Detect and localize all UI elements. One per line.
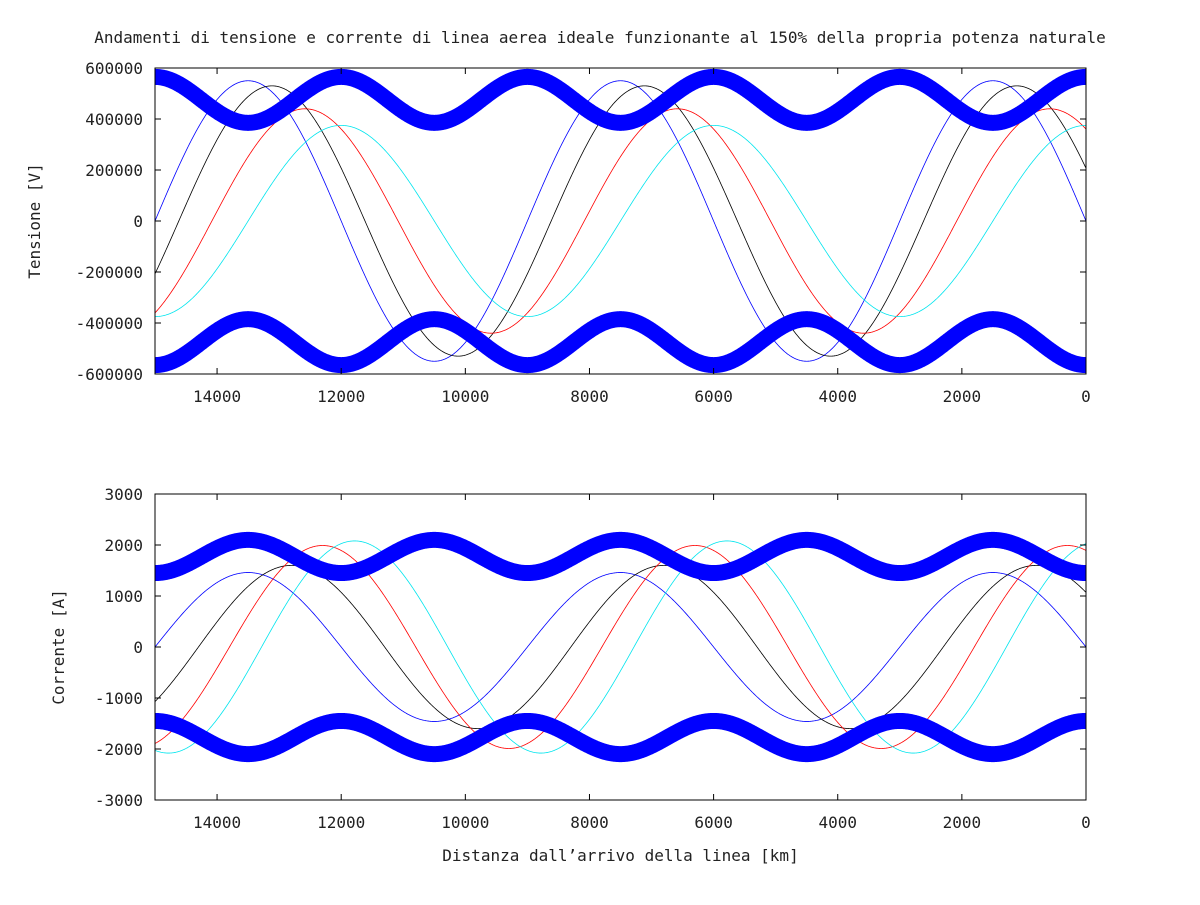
y-tick-label: 0 (133, 212, 143, 231)
x-tick-label: 12000 (317, 387, 365, 406)
y-axis-title: Corrente [A] (49, 589, 68, 705)
y-tick-label: 1000 (104, 587, 143, 606)
x-tick-label: 2000 (943, 813, 982, 832)
x-tick-label: 6000 (694, 387, 733, 406)
x-tick-label: 0 (1081, 387, 1091, 406)
y-tick-label: -400000 (76, 314, 143, 333)
x-tick-label: 4000 (818, 813, 857, 832)
series-line-0 (155, 80, 1086, 362)
series-line-3 (155, 124, 1086, 318)
series-line-0 (155, 572, 1086, 722)
y-tick-label: 600000 (85, 59, 143, 78)
current-plot: 14000 12000 10000 8000 6000 4000 2000 030002000… (49, 485, 1091, 865)
x-axis-title: Distanza dall’arrivo della linea [km] (442, 846, 798, 865)
x-tick-label: 8000 (570, 387, 609, 406)
x-tick-label: 10000 (441, 813, 489, 832)
x-tick-label: 12000 (317, 813, 365, 832)
x-tick-label: 10000 (441, 387, 489, 406)
x-tick-label: 6000 (694, 813, 733, 832)
y-tick-label: -2000 (95, 740, 143, 759)
series-line-2 (155, 108, 1086, 334)
x-tick-label: 0 (1081, 813, 1091, 832)
plot-area (155, 531, 1086, 763)
y-tick-label: -1000 (95, 689, 143, 708)
y-tick-label: -600000 (76, 365, 143, 384)
series-line-2 (155, 545, 1086, 749)
y-tick-label: -3000 (95, 791, 143, 810)
x-tick-label: 2000 (943, 387, 982, 406)
x-tick-label: 4000 (818, 387, 857, 406)
y-axis-title: Tensione [V] (25, 163, 44, 279)
lower-envelope-line (155, 712, 1086, 763)
y-tick-label: 2000 (104, 536, 143, 555)
plot-area (155, 68, 1086, 374)
y-tick-label: -200000 (76, 263, 143, 282)
upper-envelope-line (155, 68, 1086, 131)
voltage-plot: 14000 12000 10000 8000 6000 4000 2000 0 600000 40… (25, 59, 1091, 406)
series-line-1 (155, 85, 1086, 357)
lower-envelope-line (155, 311, 1086, 374)
upper-envelope-line (155, 531, 1086, 582)
y-tick-label: 3000 (104, 485, 143, 504)
x-tick-label: 14000 (193, 387, 241, 406)
chart-title: Andamenti di tensione e corrente di line… (94, 28, 1105, 47)
y-tick-label: 0 (133, 638, 143, 657)
x-tick-label: 14000 (193, 813, 241, 832)
series-line-1 (155, 565, 1086, 729)
y-tick-label: 400000 (85, 110, 143, 129)
y-tick-label: 200000 (85, 161, 143, 180)
x-tick-label: 8000 (570, 813, 609, 832)
